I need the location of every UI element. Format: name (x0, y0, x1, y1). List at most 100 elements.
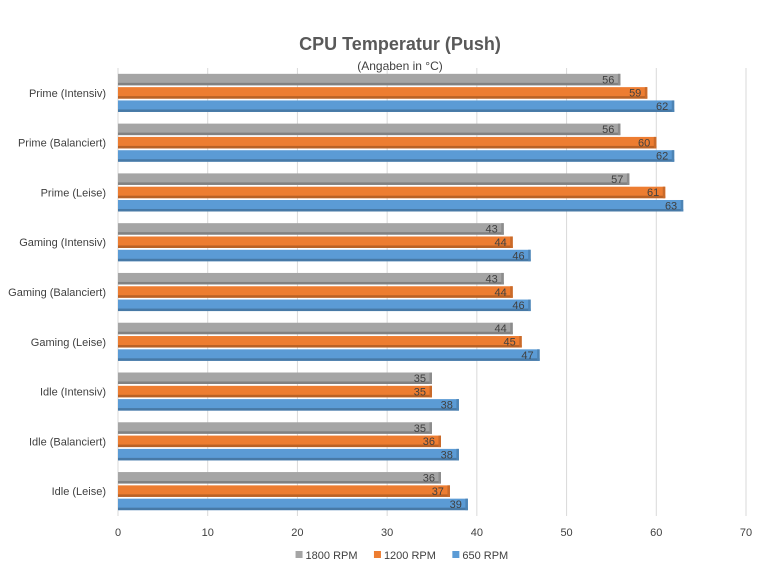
bar-shade (537, 349, 540, 361)
bar-shade (118, 381, 432, 385)
data-label: 60 (638, 137, 650, 149)
bar-shade (118, 96, 648, 99)
data-label: 63 (665, 200, 677, 212)
bar (118, 136, 657, 149)
bar-shade (118, 457, 459, 461)
category-label: Gaming (Balanciert) (8, 287, 106, 299)
bar (118, 448, 459, 461)
bar-shade (118, 331, 513, 335)
data-label: 38 (441, 400, 453, 412)
bar-shade (465, 498, 468, 511)
bar-shade (429, 422, 432, 434)
bar-shade (118, 507, 468, 511)
bar-shade (118, 82, 621, 86)
bar-shade (510, 322, 513, 335)
bar (118, 498, 468, 511)
bar-shade (118, 109, 675, 112)
bar-shade (118, 245, 513, 248)
data-label: 35 (414, 373, 426, 385)
bar-shade (617, 73, 621, 86)
data-label: 56 (602, 74, 614, 86)
bar (118, 485, 450, 497)
x-tick-label: 70 (740, 527, 752, 539)
bar-shade (118, 159, 675, 162)
data-label: 46 (512, 250, 524, 262)
data-label: 35 (414, 386, 426, 398)
bar (118, 236, 513, 248)
bar-shade (617, 123, 621, 136)
bar (118, 150, 675, 162)
bar-shade (429, 385, 432, 398)
bars (118, 73, 684, 511)
bar-shade (118, 195, 666, 199)
x-tick-label: 20 (291, 527, 303, 539)
data-label: 46 (512, 300, 524, 312)
bar-shade (118, 145, 657, 149)
bar (118, 123, 621, 136)
data-labels: 5659625660625761634344464344464445473535… (414, 74, 677, 511)
data-label: 47 (521, 350, 533, 362)
x-tick-label: 10 (202, 527, 214, 539)
bar (118, 422, 432, 434)
bar-shade (519, 336, 522, 348)
category-label: Gaming (Leise) (31, 337, 106, 349)
bar-shade (510, 286, 513, 298)
bar (118, 173, 630, 185)
bar-shade (118, 444, 441, 448)
bar-shade (118, 408, 459, 411)
bar-shade (671, 150, 675, 162)
legend-swatch (295, 551, 303, 558)
x-tick-label: 60 (650, 527, 662, 539)
bar (118, 385, 432, 398)
category-label: Gaming (Intensiv) (19, 237, 106, 249)
bar-shade (118, 281, 504, 285)
bar-shade (438, 435, 441, 448)
bar-shade (429, 372, 432, 385)
category-label: Prime (Balanciert) (18, 138, 106, 150)
data-label: 37 (432, 486, 444, 498)
data-label: 35 (414, 423, 426, 435)
bar-shade (118, 494, 450, 497)
bar (118, 435, 441, 448)
bar (118, 299, 531, 312)
bar-shade (501, 272, 504, 285)
data-label: 44 (494, 287, 506, 299)
chart-subtitle: (Angaben in °C) (357, 59, 443, 73)
chart-title: CPU Temperatur (Push) (299, 34, 501, 54)
bar (118, 322, 513, 335)
bar-shade (118, 258, 531, 262)
x-tick-label: 30 (381, 527, 393, 539)
bar (118, 249, 531, 262)
x-tick-label: 50 (560, 527, 572, 539)
bar-shade (528, 299, 531, 312)
x-tick-label: 0 (115, 527, 121, 539)
bar-shade (456, 448, 459, 461)
bar-shade (118, 345, 522, 348)
bar (118, 87, 648, 99)
category-label: Idle (Balanciert) (29, 436, 106, 448)
data-label: 38 (441, 449, 453, 461)
bar-shade (118, 358, 540, 361)
data-label: 56 (602, 124, 614, 136)
bar-shade (118, 232, 504, 235)
bar-shade (118, 295, 513, 298)
legend-swatch (452, 551, 460, 558)
data-label: 57 (611, 174, 623, 186)
data-label: 43 (486, 273, 498, 285)
category-label: Prime (Leise) (41, 187, 106, 199)
bar-shade (680, 199, 684, 212)
data-label: 39 (450, 499, 462, 511)
bar (118, 100, 675, 112)
bar-shade (653, 136, 657, 149)
category-label: Idle (Intensiv) (40, 387, 106, 399)
data-label: 45 (503, 337, 515, 349)
bar (118, 399, 459, 411)
legend-label: 1800 RPM (306, 550, 358, 562)
data-label: 61 (647, 187, 659, 199)
bar-shade (118, 308, 531, 312)
bar (118, 272, 504, 285)
data-label: 36 (423, 473, 435, 485)
legend-swatch (373, 551, 381, 558)
